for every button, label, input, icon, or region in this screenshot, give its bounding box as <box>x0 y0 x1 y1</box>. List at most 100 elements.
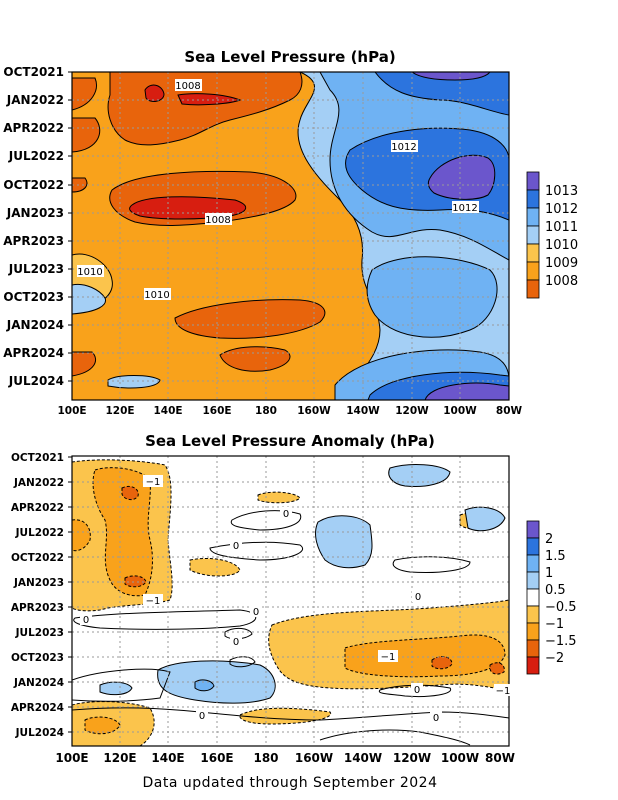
x-tick: 120E <box>105 405 134 417</box>
y-tick: OCT2023 <box>11 652 64 664</box>
chart2-y-axis: OCT2021 JAN2022 APR2022 JUL2022 OCT2022 … <box>11 452 72 739</box>
chart1-plot-area <box>72 72 509 400</box>
y-tick: JAN2022 <box>13 477 64 489</box>
chart1-x-axis: 100E 120E 140E 160E 180 160W 140W 120W 1… <box>57 405 522 417</box>
chart2-region-neg05-a <box>189 557 241 577</box>
colorbar-tick: −0.5 <box>545 600 577 615</box>
x-tick: 100E <box>55 751 88 765</box>
contour-label: 1012 <box>452 203 477 214</box>
contour-label: 0 <box>253 607 259 618</box>
x-tick: 80W <box>485 751 515 765</box>
contour-label: 1010 <box>77 267 102 278</box>
chart1-region-1010b <box>72 283 107 315</box>
x-tick: 80W <box>496 405 523 417</box>
y-tick: OCT2022 <box>3 178 64 192</box>
contour-label: −1 <box>381 652 396 663</box>
contour-label: 0 <box>199 711 205 722</box>
chart2-region-neg15-a <box>121 485 139 501</box>
y-tick: OCT2022 <box>11 552 64 564</box>
chart1-region-1014 <box>427 154 496 200</box>
y-tick: JUL2023 <box>15 627 64 639</box>
x-tick: 180 <box>253 751 278 765</box>
y-tick: JUL2022 <box>8 149 64 163</box>
y-tick: OCT2023 <box>3 290 64 304</box>
chart1-region-1014c <box>424 382 509 400</box>
y-tick: OCT2021 <box>3 65 64 79</box>
chart1-region-1008b <box>177 93 242 106</box>
colorbar-tick: 1011 <box>545 220 578 235</box>
x-tick: 120E <box>103 751 136 765</box>
x-tick: 160E <box>202 405 231 417</box>
x-tick: 120W <box>395 405 429 417</box>
colorbar-tick: 1 <box>545 566 553 581</box>
chart2-region-neg05-b <box>257 491 301 504</box>
y-tick: JUL2022 <box>15 527 64 539</box>
chart2-region-pos05-b <box>388 464 451 487</box>
y-tick: JAN2024 <box>6 318 64 332</box>
chart1-colorbar: 1013 1012 1011 1010 1009 1008 <box>526 171 578 299</box>
y-tick: APR2023 <box>3 234 64 248</box>
y-tick: APR2022 <box>11 502 64 514</box>
contour-label: 1010 <box>144 290 169 301</box>
colorbar-tick: −2 <box>545 651 564 666</box>
chart1-region-1008a <box>144 84 165 102</box>
chart2-region-neg1-d <box>84 716 121 735</box>
x-tick: 140E <box>151 751 184 765</box>
chart2-region-pos05-d <box>157 660 276 704</box>
contour-label: 0 <box>283 509 289 520</box>
chart1-region-1009c <box>72 117 101 153</box>
chart2-region-neg15-b <box>124 575 147 588</box>
chart2-region-neg1-c <box>344 634 506 678</box>
chart1-frame <box>71 71 510 401</box>
x-tick: 100W <box>441 751 479 765</box>
colorbar-tick: −1 <box>545 617 564 632</box>
contour-label: 0 <box>233 541 239 552</box>
chart2-region-pos05-a <box>315 515 373 569</box>
y-tick: JAN2024 <box>13 677 64 689</box>
contour-label: 0 <box>433 713 439 724</box>
y-tick: OCT2021 <box>11 452 64 464</box>
y-tick: JAN2023 <box>6 206 64 220</box>
contour-label: 0 <box>233 637 239 648</box>
chart2-region-pos05-e <box>99 681 133 696</box>
y-tick: APR2024 <box>3 346 64 360</box>
chart1-title: Sea Level Pressure (hPa) <box>184 48 395 66</box>
footer-note: Data updated through September 2024 <box>143 775 438 791</box>
x-tick: 140W <box>346 405 380 417</box>
chart2-region-neg1-b <box>72 519 91 552</box>
contour-label: 0 <box>83 615 89 626</box>
chart1-region-1010c <box>107 375 161 389</box>
contour-label: −1 <box>146 477 161 488</box>
chart2-contour-labels: −1 0 0 0 −1 0 0 0 −1 0 −1 0 0 <box>80 475 510 724</box>
colorbar-tick: −1.5 <box>545 634 577 649</box>
chart2-region-pos1 <box>194 679 215 692</box>
chart2-colorbar: 2 1.5 1 0.5 −0.5 −1 −1.5 −2 <box>526 520 577 675</box>
chart2-region-neg15-d <box>489 662 505 675</box>
x-tick: 160E <box>200 751 233 765</box>
x-tick: 160W <box>295 751 333 765</box>
y-tick: APR2024 <box>11 702 64 714</box>
colorbar-tick: 1009 <box>545 256 578 271</box>
y-tick: JUL2024 <box>8 374 64 388</box>
y-tick: JAN2023 <box>13 577 64 589</box>
colorbar-tick: 0.5 <box>545 583 566 598</box>
y-tick: APR2022 <box>3 121 64 135</box>
contour-label: 1012 <box>391 142 416 153</box>
colorbar-tick: 1010 <box>545 238 578 253</box>
chart1-region-1013b <box>374 72 509 116</box>
x-tick: 120W <box>393 751 431 765</box>
y-tick: JAN2022 <box>6 93 64 107</box>
x-tick: 180 <box>255 405 277 417</box>
chart2-x-axis: 100E 120E 140E 160E 180 160W 140W 120W 1… <box>55 751 515 765</box>
chart2-frame <box>71 455 510 747</box>
chart1-y-axis: OCT2021 JAN2022 APR2022 JUL2022 OCT2022 … <box>3 65 72 388</box>
x-tick: 160W <box>297 405 331 417</box>
contour-label: −1 <box>146 596 161 607</box>
contour-label: 0 <box>414 685 420 696</box>
x-tick: 140E <box>153 405 182 417</box>
colorbar-tick: 1.5 <box>545 549 566 564</box>
colorbar-tick: 1012 <box>545 202 578 217</box>
y-tick: APR2023 <box>11 602 64 614</box>
contour-label: −1 <box>496 686 511 697</box>
